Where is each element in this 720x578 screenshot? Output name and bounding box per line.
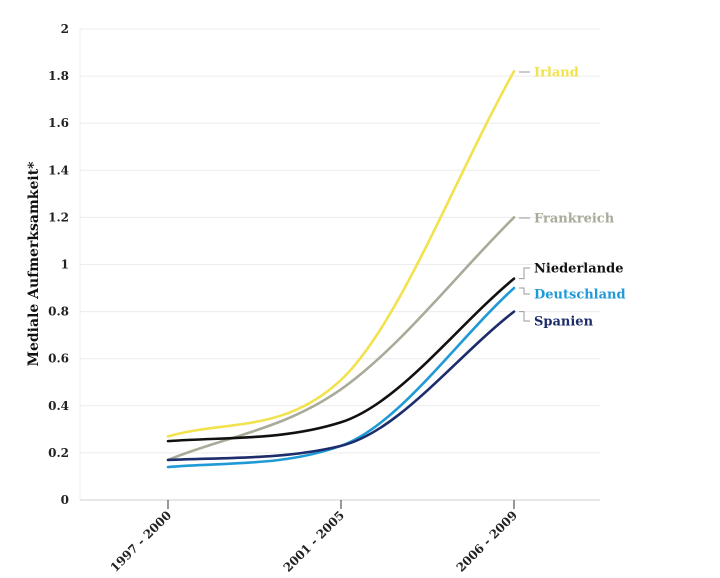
- y-tick-label: 0.2: [48, 446, 69, 460]
- series-labels: Irland Frankreich Niederlande Deutschland Sp…: [519, 66, 626, 330]
- label-connector: [519, 267, 530, 280]
- y-tick-label: 1.8: [48, 69, 69, 83]
- series-line-frankreich: [166, 216, 516, 462]
- y-tick-label: 1.4: [48, 163, 69, 177]
- y-tick-label: 0.8: [48, 305, 69, 319]
- y-tick-label: 0: [61, 493, 69, 507]
- y-axis-title: Mediale Aufmerksamkeit*: [26, 161, 42, 367]
- y-axis-ticks: 0 0.2 0.4 0.6 0.8 1 1.2 1.4 1.6 1.8 2: [48, 22, 69, 507]
- y-tick-label: 0.4: [48, 399, 69, 413]
- x-tick-label: 2001 - 2005: [281, 508, 348, 575]
- y-tick-label: 1: [61, 258, 69, 272]
- series-label-spanien: Spanien: [534, 315, 594, 330]
- series-line-irland: [166, 70, 516, 438]
- series-label-niederlande: Niederlande: [534, 262, 623, 277]
- y-tick-label: 1.2: [48, 210, 69, 224]
- y-tick-label: 0.6: [48, 352, 69, 366]
- series-line-deutschland: [166, 286, 516, 469]
- series-label-frankreich: Frankreich: [534, 212, 615, 227]
- series-label-deutschland: Deutschland: [534, 288, 626, 303]
- series-line-niederlande: [166, 277, 516, 443]
- x-tick-label: 1997 - 2000: [108, 508, 175, 575]
- y-tick-label: 1.6: [48, 116, 69, 130]
- y-tick-label: 2: [61, 22, 69, 36]
- x-axis: 1997 - 2000 2001 - 2005 2006 - 2009: [108, 500, 521, 575]
- x-tick-label: 2006 - 2009: [454, 508, 521, 575]
- series-line-spanien: [166, 310, 516, 462]
- series-label-irland: Irland: [534, 66, 579, 81]
- series-lines: [166, 70, 516, 469]
- grid-lines: [79, 28, 600, 501]
- label-connector: [519, 311, 530, 322]
- label-connector: [519, 287, 530, 295]
